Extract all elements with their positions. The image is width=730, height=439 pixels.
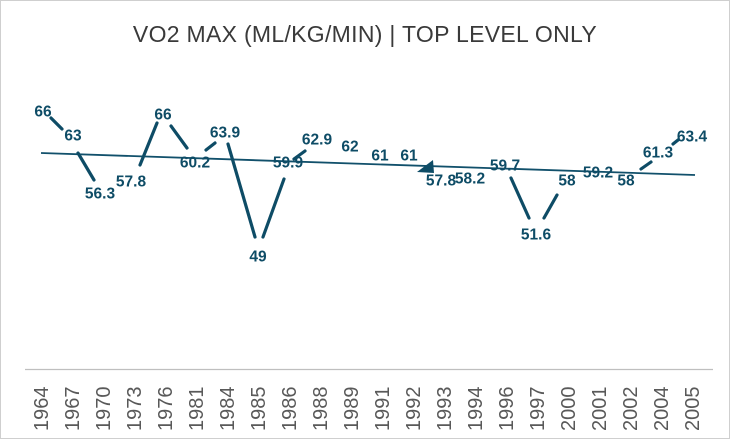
chart-title: VO2 MAX (ML/KG/MIN) | TOP LEVEL ONLY bbox=[132, 21, 598, 47]
x-axis-tick-label: 2005 bbox=[682, 387, 704, 432]
data-label: 57.8 bbox=[426, 173, 457, 190]
series-segment bbox=[169, 124, 189, 150]
x-axis-tick-label: 1989 bbox=[341, 387, 363, 432]
series-segment bbox=[204, 141, 217, 152]
x-axis-tick-label: 1997 bbox=[527, 387, 549, 432]
x-axis-tick-label: 1967 bbox=[62, 387, 84, 432]
data-label: 62.9 bbox=[302, 132, 333, 149]
data-label: 56.3 bbox=[85, 186, 116, 203]
data-label: 66 bbox=[154, 107, 172, 124]
series-segment bbox=[671, 138, 680, 146]
series-segment bbox=[542, 193, 559, 220]
series-segment bbox=[639, 160, 653, 171]
series-segment bbox=[138, 121, 159, 167]
series-segment bbox=[76, 151, 96, 182]
x-axis-tick-label: 1991 bbox=[372, 387, 394, 432]
data-label: 59.9 bbox=[273, 155, 304, 172]
data-label: 58 bbox=[617, 173, 635, 190]
x-axis-tick-label: 1985 bbox=[248, 387, 270, 432]
series-segment bbox=[49, 116, 64, 131]
x-axis-tick-label: 1994 bbox=[465, 387, 487, 432]
x-axis-tick-label: 2001 bbox=[589, 387, 611, 432]
series-segment bbox=[226, 142, 257, 239]
data-label: 51.6 bbox=[521, 227, 552, 244]
data-label: 59.7 bbox=[490, 158, 520, 175]
x-axis-tick-label: 1981 bbox=[186, 387, 208, 432]
data-label: 61 bbox=[400, 148, 418, 165]
data-label: 66 bbox=[34, 104, 52, 121]
data-label: 59.2 bbox=[583, 165, 613, 182]
series-segment bbox=[292, 149, 307, 161]
data-label: 61 bbox=[371, 148, 389, 165]
data-label: 61.3 bbox=[643, 145, 674, 162]
data-label: 63.4 bbox=[677, 129, 708, 146]
x-axis-tick-label: 1970 bbox=[93, 387, 115, 432]
trendline bbox=[40, 152, 696, 176]
x-axis-tick-label: 2000 bbox=[558, 387, 580, 432]
x-axis-tick-label: 1976 bbox=[155, 387, 177, 432]
data-label: 58.2 bbox=[455, 171, 485, 188]
x-axis-tick-label: 1988 bbox=[310, 387, 332, 432]
x-axis-tick-label: 1993 bbox=[434, 387, 456, 432]
x-axis-tick-label: 2004 bbox=[651, 387, 673, 432]
x-axis-tick-label: 1984 bbox=[217, 387, 239, 432]
data-label: 57.8 bbox=[116, 174, 147, 191]
x-axis-tick-label: 1986 bbox=[279, 387, 301, 432]
data-label: 49 bbox=[249, 249, 267, 266]
series-segment bbox=[417, 160, 434, 173]
data-label: 60.2 bbox=[180, 155, 210, 172]
x-axis-tick-label: 1964 bbox=[31, 387, 53, 432]
data-label: 63.9 bbox=[210, 125, 241, 142]
data-label: 58 bbox=[558, 173, 576, 190]
x-axis-tick-label: 1996 bbox=[496, 387, 518, 432]
data-label: 62 bbox=[341, 139, 358, 156]
data-label: 63 bbox=[64, 128, 82, 145]
x-axis-tick-label: 1992 bbox=[403, 387, 425, 432]
x-axis-tick-label: 2002 bbox=[620, 387, 642, 432]
series-segment bbox=[261, 177, 286, 239]
x-axis-tick-label: 1973 bbox=[124, 387, 146, 432]
series-segment bbox=[509, 176, 531, 220]
